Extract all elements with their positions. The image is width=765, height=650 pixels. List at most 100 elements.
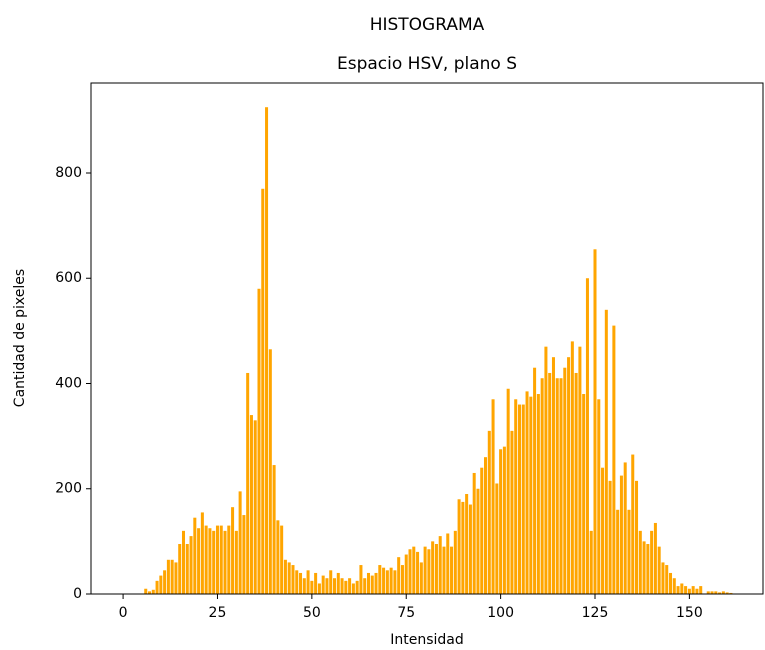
bar [472, 472, 476, 594]
bar [348, 578, 352, 594]
bar [619, 475, 623, 594]
bar [178, 544, 182, 594]
bar [389, 567, 393, 594]
bar [465, 494, 469, 594]
bar [457, 499, 461, 594]
bar [533, 367, 537, 594]
bar [718, 592, 722, 594]
bar [234, 530, 238, 594]
bar [265, 107, 269, 594]
bar [280, 525, 284, 594]
bar [272, 465, 276, 594]
bar [653, 522, 657, 594]
bar [231, 507, 235, 594]
bar [650, 530, 654, 594]
bar [578, 346, 582, 594]
bar [684, 586, 688, 594]
bar [468, 504, 472, 594]
bar [555, 378, 559, 594]
y-tick-label: 400 [55, 375, 82, 391]
bar [499, 449, 503, 594]
bar [317, 583, 321, 594]
bar [687, 588, 691, 594]
bar [646, 544, 650, 594]
x-tick-label: 75 [397, 605, 415, 621]
bar [680, 583, 684, 594]
bar [238, 491, 242, 594]
bar [714, 591, 718, 594]
bar [212, 530, 216, 594]
bar [302, 578, 306, 594]
bar [321, 575, 325, 594]
bar [551, 357, 555, 594]
bar [144, 588, 148, 594]
bar [291, 565, 295, 594]
bar [419, 562, 423, 594]
bar [208, 528, 212, 594]
chart-title: HISTOGRAMA [370, 15, 485, 35]
chart-subtitle: Espacio HSV, plano S [337, 54, 517, 74]
bar [310, 580, 314, 594]
bar [287, 562, 291, 594]
bar [536, 394, 540, 594]
bar [151, 589, 155, 594]
bar [351, 583, 355, 594]
bar [359, 565, 363, 594]
bar [517, 404, 522, 594]
y-tick-label: 200 [55, 481, 82, 497]
bar [249, 415, 253, 594]
y-tick-label: 800 [55, 165, 82, 181]
bar [665, 565, 669, 594]
bar [227, 525, 231, 594]
bar [563, 367, 567, 594]
bar [431, 541, 435, 594]
bar [612, 325, 616, 594]
bar [601, 467, 605, 594]
bar [355, 580, 359, 594]
bar [404, 554, 408, 594]
bar [495, 483, 499, 594]
bar [582, 394, 586, 594]
bar [423, 546, 427, 594]
bar [446, 533, 450, 594]
y-tick-label: 0 [73, 586, 82, 602]
bar [295, 570, 299, 594]
bar [544, 346, 548, 594]
bar [691, 586, 695, 594]
bar [668, 572, 673, 594]
bar [204, 525, 208, 594]
bar [461, 501, 465, 594]
x-tick-label: 50 [303, 605, 321, 621]
bar [163, 570, 167, 594]
bar [638, 530, 642, 594]
bar [374, 572, 378, 594]
bar [340, 578, 344, 594]
bar [325, 578, 329, 594]
bar [525, 391, 529, 594]
bar [257, 288, 261, 594]
bar [223, 530, 227, 594]
bar [635, 480, 639, 594]
bar [676, 586, 680, 594]
bar [585, 278, 589, 594]
y-tick-label: 600 [55, 270, 82, 286]
bar [378, 565, 382, 594]
x-tick-label: 100 [487, 605, 514, 621]
bar [219, 525, 223, 594]
bar [283, 559, 287, 594]
bar [427, 549, 431, 594]
bar [261, 188, 265, 595]
x-tick-label: 150 [676, 605, 703, 621]
bar [306, 570, 310, 594]
bar [416, 551, 420, 594]
bar [623, 462, 627, 594]
x-tick-label: 0 [119, 605, 128, 621]
bar [397, 557, 401, 594]
bar [400, 565, 404, 594]
bar [574, 372, 578, 594]
bar [480, 467, 484, 594]
bar [661, 562, 665, 594]
bar [710, 591, 714, 594]
bar [491, 399, 495, 594]
